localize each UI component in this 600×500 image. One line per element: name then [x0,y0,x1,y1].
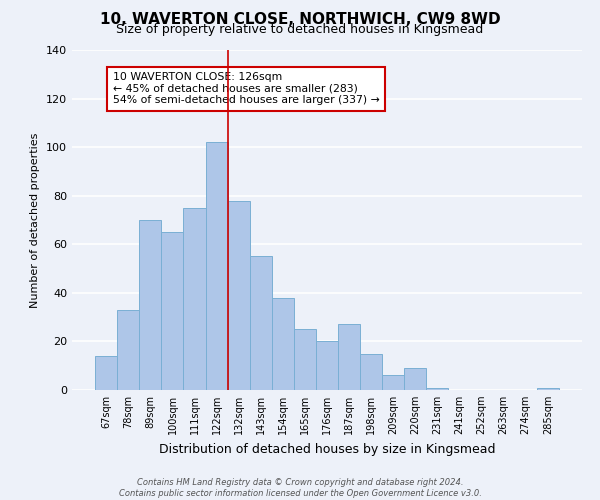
Bar [338,324,360,390]
Bar [316,342,338,390]
Y-axis label: Number of detached properties: Number of detached properties [31,132,40,308]
Bar [227,200,250,390]
Bar [161,232,184,390]
Text: Contains HM Land Registry data © Crown copyright and database right 2024.
Contai: Contains HM Land Registry data © Crown c… [119,478,481,498]
Bar [427,388,448,390]
Bar [184,208,206,390]
Bar [139,220,161,390]
Bar [250,256,272,390]
Bar [206,142,227,390]
Bar [360,354,382,390]
Bar [537,388,559,390]
Text: 10, WAVERTON CLOSE, NORTHWICH, CW9 8WD: 10, WAVERTON CLOSE, NORTHWICH, CW9 8WD [100,12,500,28]
Bar [404,368,427,390]
Bar [95,356,117,390]
Bar [294,330,316,390]
Text: 10 WAVERTON CLOSE: 126sqm
← 45% of detached houses are smaller (283)
54% of semi: 10 WAVERTON CLOSE: 126sqm ← 45% of detac… [113,72,380,106]
Bar [272,298,294,390]
X-axis label: Distribution of detached houses by size in Kingsmead: Distribution of detached houses by size … [159,442,495,456]
Text: Size of property relative to detached houses in Kingsmead: Size of property relative to detached ho… [116,22,484,36]
Bar [117,310,139,390]
Bar [382,376,404,390]
